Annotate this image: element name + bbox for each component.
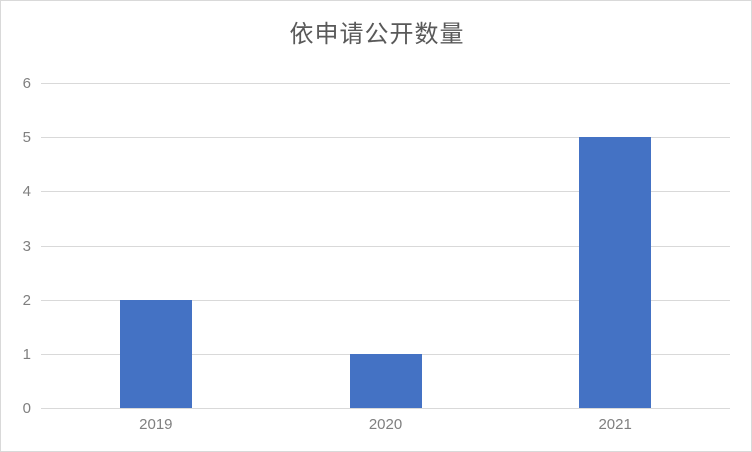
bar[interactable] <box>579 137 652 408</box>
y-tick-label: 6 <box>22 75 31 92</box>
y-tick-label: 0 <box>22 400 31 417</box>
gridline <box>41 299 730 301</box>
x-tick-label: 2019 <box>139 416 173 433</box>
plot-area <box>41 83 730 409</box>
y-tick-label: 1 <box>22 345 31 363</box>
bar[interactable] <box>119 299 192 408</box>
gridline <box>41 408 730 409</box>
gridline <box>41 245 730 247</box>
gridline <box>41 83 730 84</box>
gridline <box>41 191 730 193</box>
x-tick-label: 2021 <box>598 416 632 433</box>
x-tick-label: 2020 <box>368 416 403 433</box>
chart-title: 依申请公开数量 <box>289 21 465 48</box>
bar[interactable] <box>349 353 422 408</box>
y-tick-label: 2 <box>22 291 31 309</box>
y-tick-label: 3 <box>22 237 31 255</box>
y-tick-label: 5 <box>22 129 31 147</box>
gridline <box>41 137 730 139</box>
y-axis: 0 1 2 3 4 5 6 <box>1 1 41 451</box>
y-tick-label: 4 <box>22 183 31 201</box>
x-axis: 2019 2020 2021 <box>41 416 730 440</box>
